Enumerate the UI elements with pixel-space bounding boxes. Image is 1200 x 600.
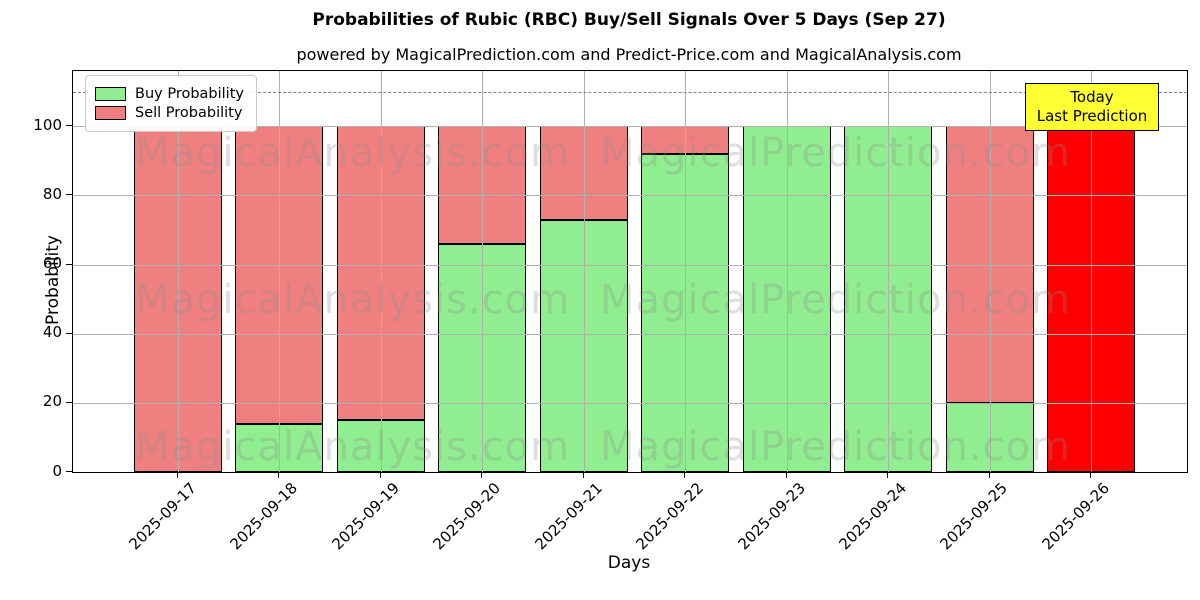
y-tick-label: 40 — [42, 323, 62, 342]
y-tick-mark — [66, 332, 72, 334]
x-gridline — [482, 71, 484, 472]
x-gridline — [888, 71, 890, 472]
y-gridline — [73, 264, 1187, 266]
x-gridline — [1091, 71, 1093, 472]
x-tick-mark — [481, 472, 483, 478]
x-tick-mark — [177, 472, 178, 478]
x-tick-mark — [684, 472, 686, 478]
legend-label-sell: Sell Probability — [135, 105, 243, 121]
y-tick-label: 100 — [33, 115, 62, 134]
y-axis-label: Probability — [42, 235, 63, 325]
legend-item-sell: Sell Probability — [95, 105, 244, 121]
watermark-text: MagicalAnalysis.com — [135, 130, 571, 176]
watermark-text: MagicalAnalysis.com — [135, 424, 571, 470]
legend-label-buy: Buy Probability — [135, 86, 244, 102]
y-tick-mark — [66, 401, 72, 403]
x-tick-label: 2025-09-24 — [835, 479, 910, 554]
x-tick-mark — [582, 472, 584, 478]
x-gridline — [786, 71, 788, 472]
y-tick-label: 80 — [42, 184, 62, 203]
y-gridline — [73, 333, 1187, 335]
y-tick-label: 60 — [42, 254, 62, 273]
x-gridline — [989, 71, 991, 472]
buy-color-swatch — [95, 87, 126, 101]
x-tick-mark — [887, 472, 889, 478]
today-annotation-box: Today Last Prediction — [1025, 83, 1159, 131]
y-tick-mark — [66, 471, 72, 472]
today-annotation-line2: Last Prediction — [1036, 107, 1148, 125]
x-tick-label: 2025-09-20 — [429, 479, 505, 554]
y-tick-label: 0 — [52, 461, 62, 480]
x-tick-mark — [379, 472, 381, 478]
y-tick-mark — [66, 125, 72, 127]
y-tick-mark — [66, 194, 72, 196]
x-tick-mark — [1090, 472, 1092, 478]
x-gridline — [685, 71, 687, 472]
y-gridline — [73, 195, 1187, 197]
legend-item-buy: Buy Probability — [95, 86, 244, 102]
watermark-text: MagicalPrediction.com — [600, 130, 1071, 176]
x-gridline — [380, 71, 382, 472]
sell-color-swatch — [95, 106, 126, 120]
x-gridline — [178, 71, 179, 472]
plot-area — [72, 70, 1188, 473]
watermark-text: MagicalPrediction.com — [600, 424, 1071, 470]
today-annotation-line1: Today — [1070, 88, 1114, 106]
dashed-threshold-line — [73, 91, 1187, 93]
x-tick-label: 2025-09-26 — [1038, 479, 1113, 554]
y-tick-mark — [66, 263, 72, 265]
chart-title: Probabilities of Rubic (RBC) Buy/Sell Si… — [312, 10, 946, 30]
watermark-text: MagicalAnalysis.com — [135, 277, 571, 323]
y-gridline — [73, 402, 1187, 404]
y-tick-label: 20 — [42, 392, 62, 411]
legend: Buy Probability Sell Probability — [85, 75, 257, 132]
chart-subtitle: powered by MagicalPrediction.com and Pre… — [296, 45, 962, 64]
x-tick-mark — [278, 472, 280, 478]
x-tick-label: 2025-09-23 — [734, 479, 809, 554]
x-axis-label: Days — [607, 553, 651, 573]
watermark-text: MagicalPrediction.com — [600, 277, 1071, 323]
x-tick-label: 2025-09-22 — [632, 479, 707, 554]
x-tick-label: 2025-09-25 — [936, 479, 1012, 554]
y-gridline — [73, 126, 1187, 128]
x-tick-label: 2025-09-19 — [328, 479, 403, 554]
x-tick-mark — [785, 472, 787, 478]
x-tick-label: 2025-09-21 — [531, 479, 606, 554]
x-gridline — [583, 71, 585, 472]
x-gridline — [279, 71, 281, 472]
x-tick-label: 2025-09-18 — [226, 479, 302, 554]
x-tick-mark — [988, 472, 990, 478]
x-tick-label: 2025-09-17 — [125, 479, 200, 554]
